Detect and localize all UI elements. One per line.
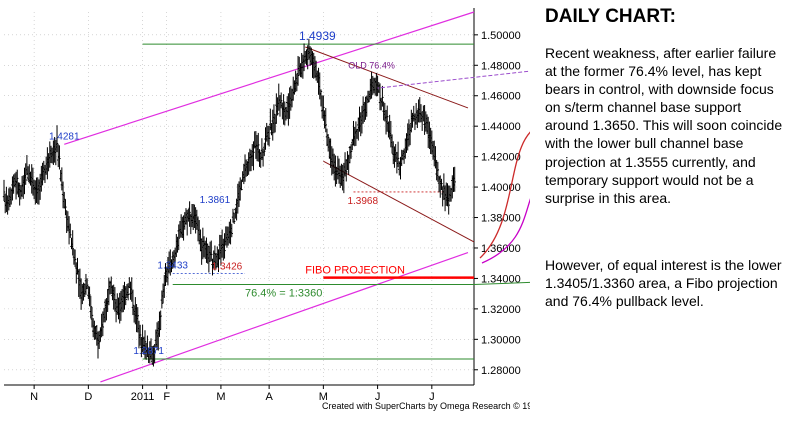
price-chart: 1.28000 1.30000 1.32000 1.34000 1.36000 1.380… — [2, 8, 530, 411]
y-tick-label: 1.46000 — [481, 91, 521, 103]
y-tick-label: 1.36000 — [481, 243, 521, 255]
arrow-channel-base — [479, 131, 530, 259]
bull-channel-base — [100, 251, 469, 383]
point-label: 1.3426 — [212, 261, 243, 272]
point-label: 1.3433 — [157, 260, 188, 271]
point-label: 1.4281 — [49, 131, 80, 142]
credit-text: Created with SuperCharts by Omega Resear… — [322, 401, 530, 411]
x-tick-label: A — [265, 391, 273, 403]
x-tick-label: F — [163, 391, 170, 403]
y-tick-label: 1.44000 — [481, 121, 521, 133]
x-tick-label: N — [30, 391, 38, 403]
point-label: 1.3861 — [200, 195, 231, 206]
y-tick-label: 1.38000 — [481, 213, 521, 225]
point-label: 1.2871 — [133, 346, 164, 357]
x-tick-label: M — [319, 391, 328, 403]
y-tick-label: 1.32000 — [481, 304, 521, 316]
commentary-title: DAILY CHART: — [545, 6, 676, 27]
support-label: 1.3968 — [347, 196, 378, 207]
bull-channel-top — [64, 11, 475, 145]
y-tick-label: 1.34000 — [481, 273, 521, 285]
x-tick-label: 2011 — [131, 391, 155, 403]
down-channel-top — [305, 46, 469, 109]
x-tick-label: D — [84, 391, 92, 403]
point-label: OLD 76.4% — [348, 61, 395, 71]
x-tick-label: J — [429, 391, 435, 403]
y-tick-label: 1.40000 — [481, 182, 521, 194]
y-tick-label: 1.30000 — [481, 334, 521, 346]
arrow-bull-base — [481, 198, 530, 264]
commentary-panel: DAILY CHART: Recent weakness, after earl… — [541, 0, 786, 429]
x-tick-label: M — [216, 391, 225, 403]
level-peak-label: 1.4939 — [299, 29, 336, 43]
arrow-old-level — [377, 70, 530, 89]
chart-svg: 1.28000 1.30000 1.32000 1.34000 1.36000 1.380… — [2, 8, 530, 411]
x-tick-label: J — [375, 391, 381, 403]
fibo-projection-label: FIBO PROJECTION — [305, 265, 405, 277]
level-retracement-label: 76.4% = 1:3360 — [245, 288, 322, 300]
y-tick-label: 1.28000 — [481, 365, 521, 377]
y-tick-label: 1.50000 — [481, 30, 521, 42]
arrow-fibo-area — [473, 281, 530, 286]
y-tick-label: 1.48000 — [481, 60, 521, 72]
commentary-paragraph-1: Recent weakness, after earlier failure a… — [545, 45, 783, 206]
commentary-paragraph-2: However, of equal interest is the lower … — [545, 257, 782, 310]
y-tick-label: 1.42000 — [481, 152, 521, 164]
